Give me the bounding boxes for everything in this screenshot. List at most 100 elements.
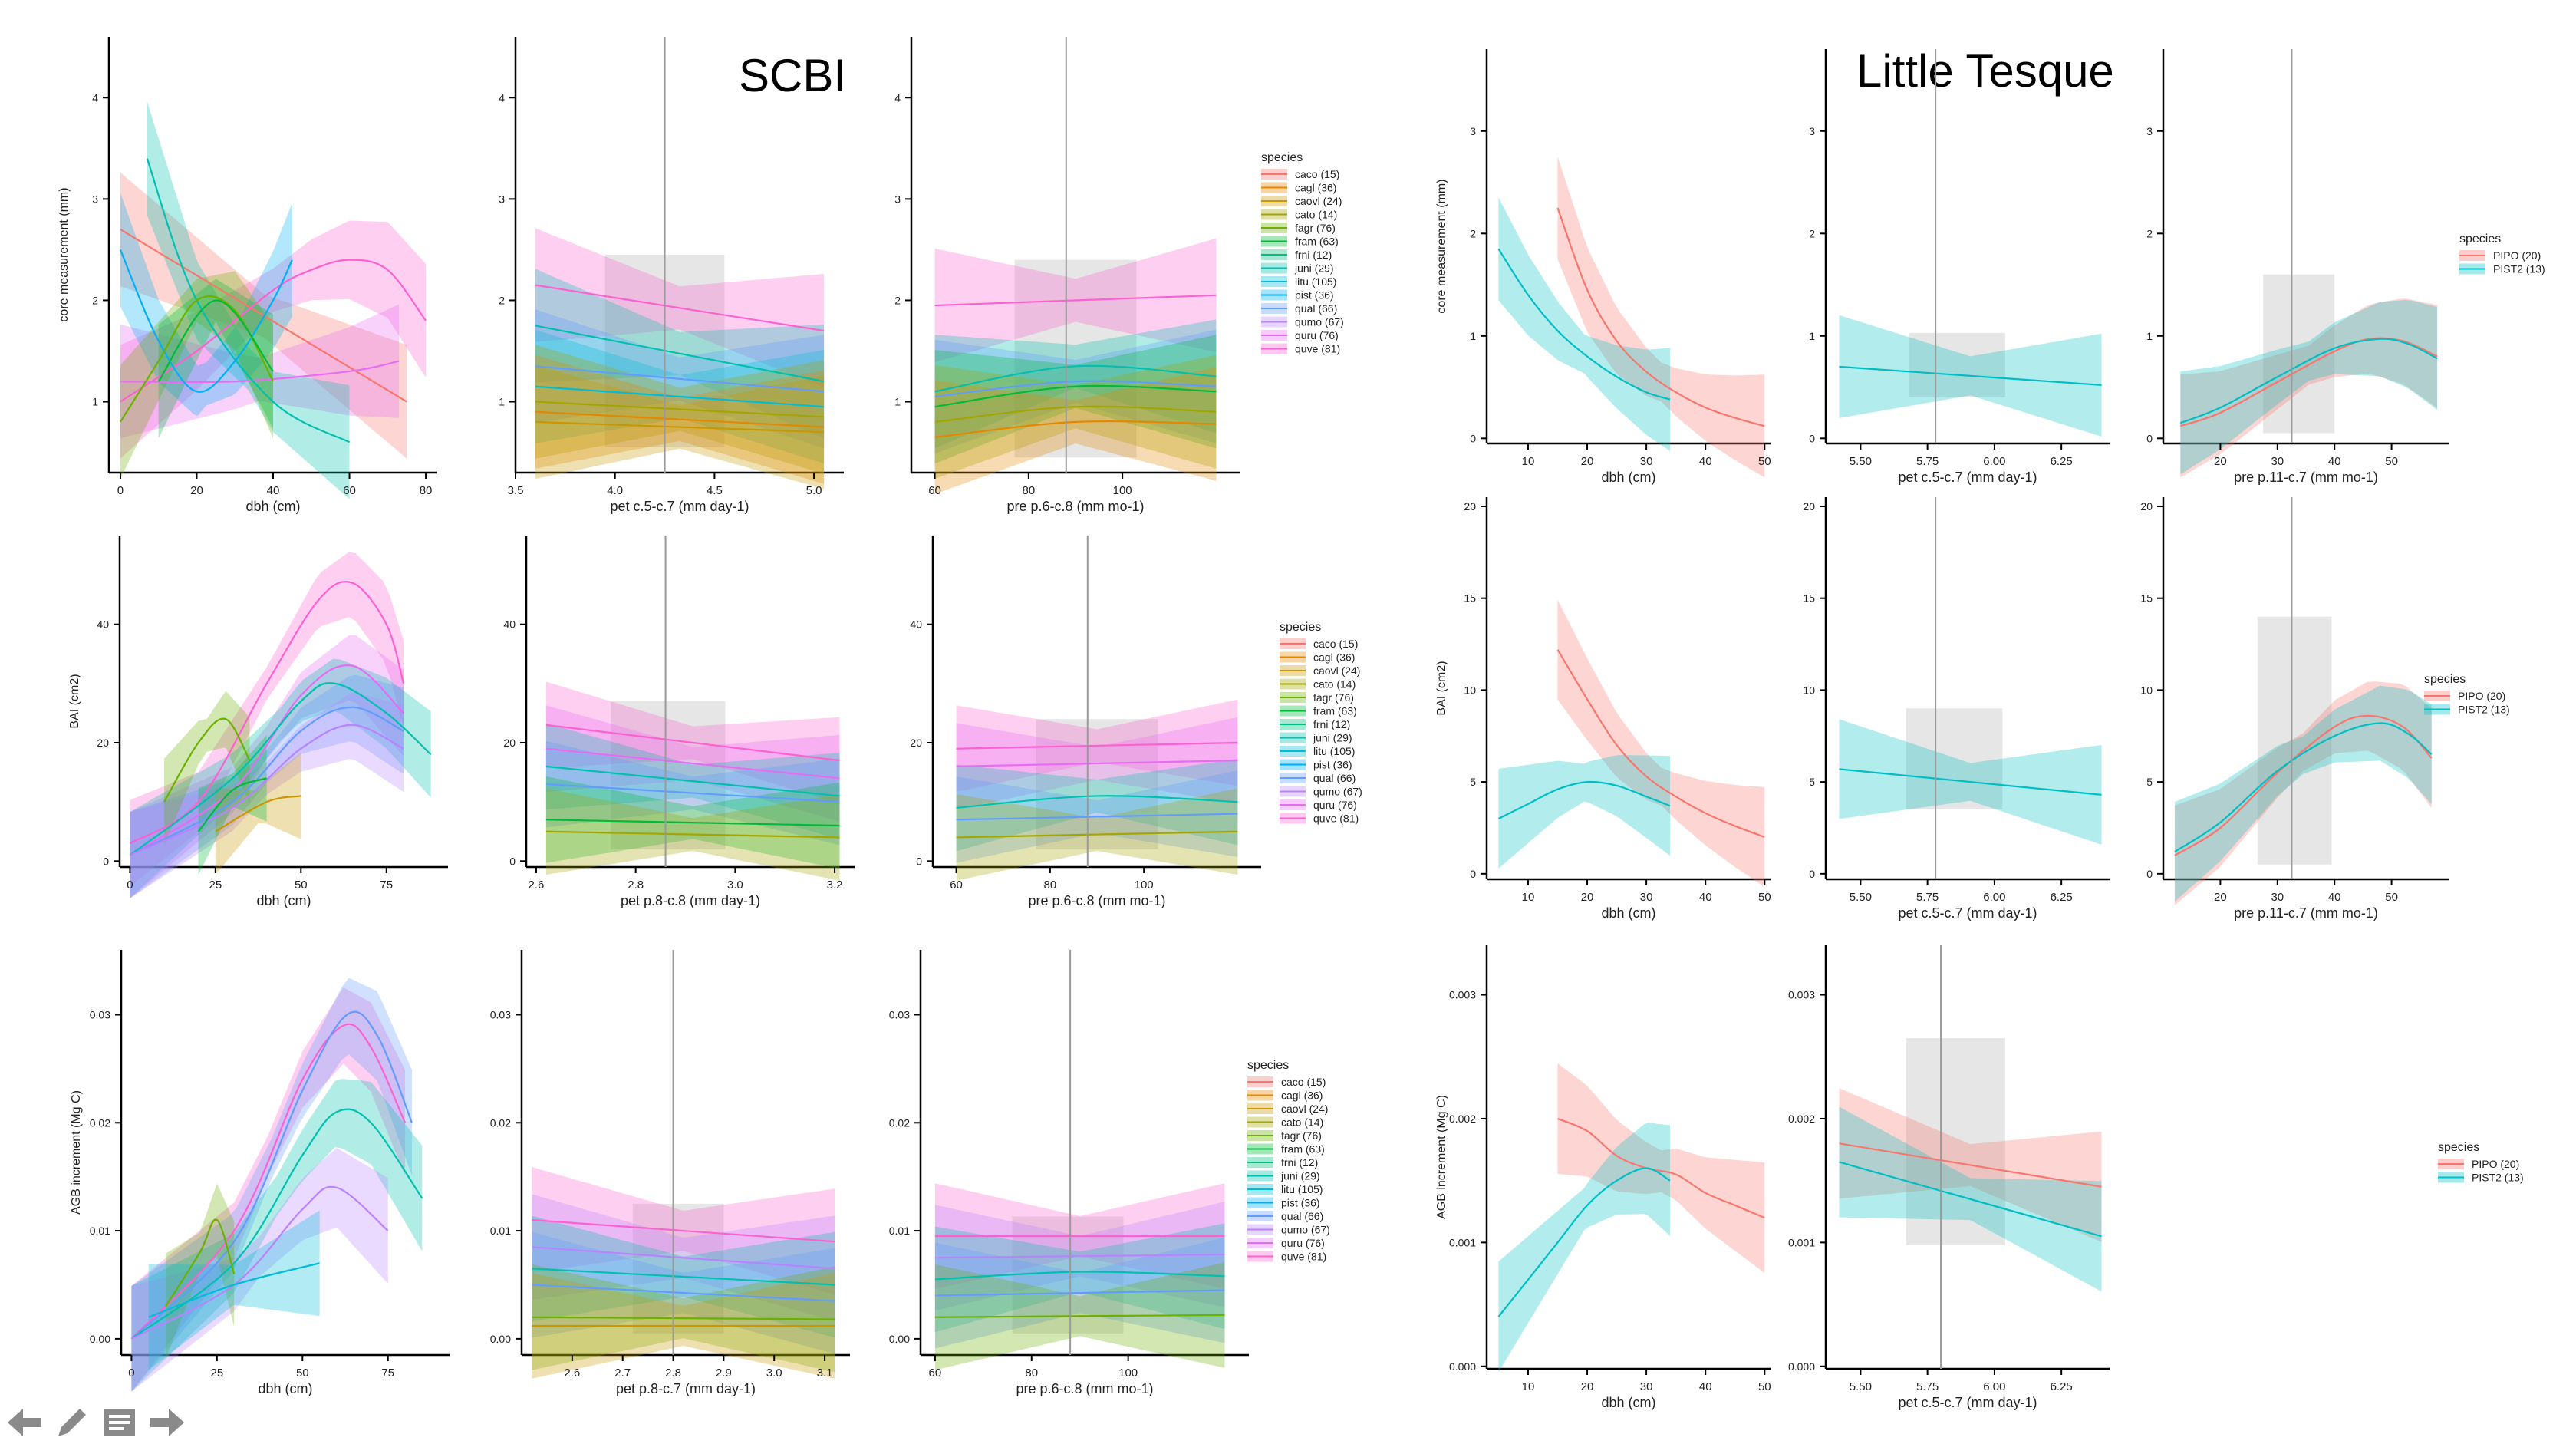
y-tick-label: 0.03 bbox=[90, 1008, 110, 1020]
x-tick-label: 0 bbox=[117, 484, 124, 497]
x-tick-label: 80 bbox=[1044, 879, 1057, 892]
series-line bbox=[130, 1185, 389, 1340]
x-tick-label: 40 bbox=[2328, 455, 2341, 468]
series-line bbox=[165, 1218, 236, 1307]
y-tick-label: 2 bbox=[499, 294, 505, 306]
y-tick-label: 0.000 bbox=[1449, 1360, 1476, 1373]
legend-label: PIPO (20) bbox=[2458, 690, 2505, 702]
confidence-band bbox=[120, 193, 292, 417]
little-tesque-title: Little Tesque bbox=[1856, 45, 2114, 97]
series-line bbox=[148, 1262, 320, 1318]
x-tick-label: 3.0 bbox=[766, 1367, 782, 1380]
legend-label: cagl (36) bbox=[1313, 651, 1355, 664]
y-tick-label: 0.003 bbox=[1449, 989, 1476, 1001]
legend-label: PIST2 (13) bbox=[2493, 263, 2545, 275]
chart-lt-agb-pet: 5.50 5.75 6.00 6.25 0.000 0.001 0.002 0.003 pet … bbox=[1788, 945, 2110, 1410]
previous-slide-button[interactable] bbox=[3, 1401, 46, 1444]
x-tick-label: 50 bbox=[1758, 1380, 1771, 1393]
x-axis-label: pre p.11-c.7 (mm mo-1) bbox=[2234, 905, 2378, 921]
series-line bbox=[157, 299, 274, 382]
series-line bbox=[2174, 722, 2433, 853]
x-axis-label: pre p.6-c.8 (mm mo-1) bbox=[1016, 1381, 1153, 1396]
x-tick-label: 100 bbox=[1118, 1367, 1138, 1380]
legend-label: fram (63) bbox=[1295, 236, 1339, 248]
x-tick-label: 6.25 bbox=[2051, 891, 2073, 904]
y-tick-label: 0 bbox=[2146, 432, 2153, 444]
x-tick-label: 6.25 bbox=[2051, 1380, 2073, 1393]
menu-button[interactable] bbox=[98, 1401, 141, 1444]
x-tick-label: 50 bbox=[295, 879, 308, 892]
y-axis-label: AGB increment (Mg C) bbox=[1435, 1095, 1448, 1219]
legend-label: litu (105) bbox=[1295, 275, 1336, 288]
pen-tool-button[interactable] bbox=[51, 1401, 94, 1444]
y-tick-label: 0.003 bbox=[1788, 989, 1815, 1001]
y-tick-label: 0 bbox=[1809, 432, 1815, 444]
climate-range-box bbox=[1909, 332, 2005, 397]
y-tick-label: 40 bbox=[910, 618, 922, 631]
legend-label: juni (29) bbox=[1313, 732, 1352, 744]
series-line bbox=[129, 682, 432, 856]
series-line bbox=[545, 819, 840, 827]
x-tick-label: 80 bbox=[1025, 1367, 1038, 1380]
x-tick-label: 75 bbox=[381, 1367, 394, 1380]
chart-scbi-agb-pet: 2.6 2.7 2.8 2.9 3.0 3.1 0.00 0.01 0.02 0.03 pet p.… bbox=[490, 950, 850, 1396]
x-tick-label: 20 bbox=[1581, 455, 1594, 468]
confidence-band bbox=[956, 758, 1238, 852]
legend-label: quru (76) bbox=[1295, 329, 1339, 341]
legend-label: cato (14) bbox=[1313, 678, 1356, 691]
y-tick-label: 2 bbox=[1809, 227, 1815, 239]
confidence-band bbox=[1498, 755, 1670, 869]
y-tick-label: 1 bbox=[894, 396, 901, 408]
y-tick-label: 0.000 bbox=[1788, 1360, 1815, 1373]
x-tick-label: 30 bbox=[2271, 455, 2284, 468]
series-line bbox=[532, 1316, 835, 1320]
x-tick-label: 60 bbox=[343, 484, 356, 497]
x-tick-label: 6.00 bbox=[1983, 891, 2005, 904]
x-tick-label: 5.75 bbox=[1916, 891, 1939, 904]
y-tick-label: 20 bbox=[1464, 500, 1476, 513]
y-tick-label: 3 bbox=[2146, 125, 2153, 137]
series-line bbox=[1839, 768, 2102, 796]
legend-label: qual (66) bbox=[1313, 772, 1356, 784]
series-line bbox=[120, 360, 400, 384]
series-line bbox=[146, 158, 351, 443]
series-line bbox=[535, 385, 825, 408]
series-line bbox=[130, 1023, 407, 1340]
legend-title: species bbox=[2424, 673, 2466, 686]
series-line bbox=[934, 294, 1217, 307]
series-line bbox=[532, 1218, 835, 1243]
series-line bbox=[129, 664, 404, 856]
legend-label: caovl (24) bbox=[1313, 664, 1360, 677]
confidence-band bbox=[147, 101, 350, 499]
y-tick-label: 2 bbox=[894, 294, 901, 306]
y-tick-label: 10 bbox=[2140, 684, 2153, 696]
confidence-band bbox=[130, 658, 431, 898]
series-line bbox=[129, 580, 405, 845]
legend-label: pist (36) bbox=[1281, 1197, 1320, 1209]
confidence-band bbox=[2174, 685, 2432, 902]
x-tick-label: 5.75 bbox=[1916, 1380, 1939, 1393]
x-tick-label: 6.00 bbox=[1983, 1380, 2005, 1393]
series-line bbox=[934, 364, 1217, 393]
y-tick-label: 20 bbox=[97, 737, 109, 749]
next-slide-button[interactable] bbox=[146, 1401, 189, 1444]
y-tick-label: 10 bbox=[1803, 684, 1815, 696]
chart-scbi-core-pet: 3.5 4.0 4.5 5.0 1 2 3 4 pet c.5-c.7 (mm day-1) bbox=[499, 37, 844, 514]
x-tick-label: 60 bbox=[929, 1367, 942, 1380]
series-line bbox=[130, 1010, 413, 1340]
x-tick-label: 80 bbox=[420, 484, 433, 497]
series-line bbox=[934, 1289, 1225, 1297]
confidence-band bbox=[131, 1148, 388, 1392]
series-line bbox=[956, 795, 1238, 809]
chart-scbi-bai-pet: 2.6 2.8 3.0 3.2 0 20 40 pet p.8-c.8 (mm day-1) bbox=[503, 536, 855, 908]
series-line bbox=[197, 777, 268, 832]
x-tick-label: 50 bbox=[2385, 891, 2398, 904]
y-tick-label: 20 bbox=[503, 737, 516, 749]
legend-label: qual (66) bbox=[1281, 1210, 1323, 1222]
legend-label: PIST2 (13) bbox=[2472, 1172, 2524, 1184]
climate-range-box bbox=[2257, 616, 2332, 865]
series-line bbox=[1497, 248, 1671, 401]
climate-range-box bbox=[1036, 719, 1158, 849]
